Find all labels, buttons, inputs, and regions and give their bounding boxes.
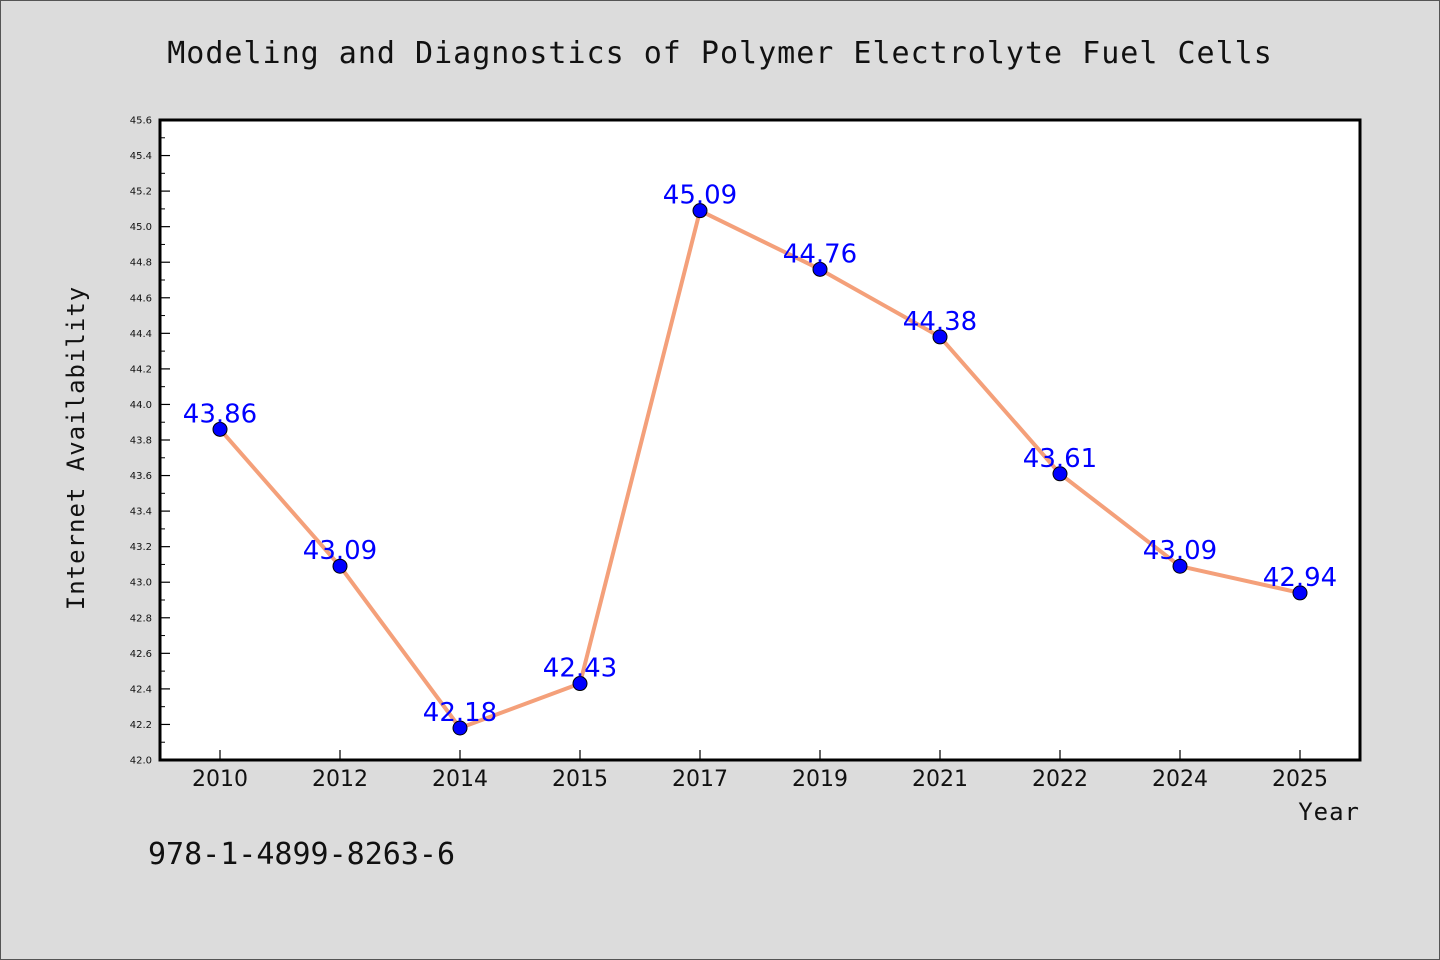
y-tick-label: 43.4: [130, 507, 152, 518]
plot-area: [158, 118, 1362, 762]
chart-title: Modeling and Diagnostics of Polymer Elec…: [167, 36, 1273, 71]
data-point: [692, 203, 708, 219]
isbn-text: 978-1-4899-8263-6: [148, 837, 455, 872]
data-point: [572, 676, 588, 692]
data-point: [332, 558, 348, 574]
data-point: [1172, 558, 1188, 574]
x-tick-label: 2022: [1032, 767, 1088, 792]
data-label: 45.09: [663, 181, 737, 211]
y-tick-label: 42.6: [130, 649, 152, 660]
x-tick-label: 2017: [672, 767, 728, 792]
x-tick-label: 2014: [432, 767, 488, 792]
x-tick-label: 2010: [192, 767, 248, 792]
data-label: 44.76: [783, 239, 857, 269]
y-tick-label: 44.8: [130, 258, 152, 269]
y-tick-label: 44.2: [130, 364, 152, 375]
series-line: [218, 208, 1301, 730]
data-point: [932, 329, 948, 345]
data-point: [1052, 466, 1068, 482]
x-tick-label: 2012: [312, 767, 368, 792]
y-tick-label: 43.0: [130, 578, 152, 589]
data-label: 42.43: [543, 654, 617, 684]
y-tick-label: 43.8: [130, 436, 152, 447]
x-tick-label: 2021: [912, 767, 968, 792]
y-tick-label: 42.0: [130, 756, 152, 767]
y-tick-label: 42.4: [130, 684, 152, 695]
x-tick-label: 2025: [1272, 767, 1328, 792]
y-tick-label: 45.0: [130, 222, 152, 233]
data-label: 43.86: [183, 399, 257, 429]
y-tick-label: 45.2: [130, 187, 152, 198]
data-label: 43.61: [1023, 444, 1097, 474]
y-tick-label: 44.4: [130, 329, 152, 340]
data-label: 43.09: [1143, 536, 1217, 566]
y-tick-label: 44.6: [130, 293, 152, 304]
y-axis-ticks: 42.0 42.2 42.4 42.6 42.8 43.0 43.2 43.4 43.6 43.8…: [130, 116, 170, 767]
x-tick-label: 2019: [792, 767, 848, 792]
y-tick-label: 45.6: [130, 116, 152, 127]
series-layer: 43.86 43.09 42.18 42.43 45.09 44.76 44.38 43.61…: [183, 181, 1337, 736]
data-point: [812, 261, 828, 277]
data-label: 43.09: [303, 536, 377, 566]
y-tick-label: 43.2: [130, 542, 152, 553]
x-tick-label: 2024: [1152, 767, 1208, 792]
x-axis-label: Year: [1298, 798, 1360, 826]
x-axis-ticks: 2010 2012 2014 2015 2017 2019 2021 2022 2024 2025: [192, 750, 1328, 792]
data-label: 42.94: [1263, 563, 1337, 593]
y-tick-label: 42.8: [130, 613, 152, 624]
data-point: [1292, 585, 1308, 601]
y-axis-label: Internet Availability: [62, 286, 90, 610]
data-point: [212, 421, 228, 437]
x-tick-label: 2015: [552, 767, 608, 792]
data-label: 44.38: [903, 307, 977, 337]
y-tick-label: 45.4: [130, 151, 152, 162]
data-label: 42.18: [423, 698, 497, 728]
y-tick-label: 42.2: [130, 720, 152, 731]
y-tick-label: 44.0: [130, 400, 152, 411]
y-tick-label: 43.6: [130, 471, 152, 482]
data-point: [452, 720, 468, 736]
